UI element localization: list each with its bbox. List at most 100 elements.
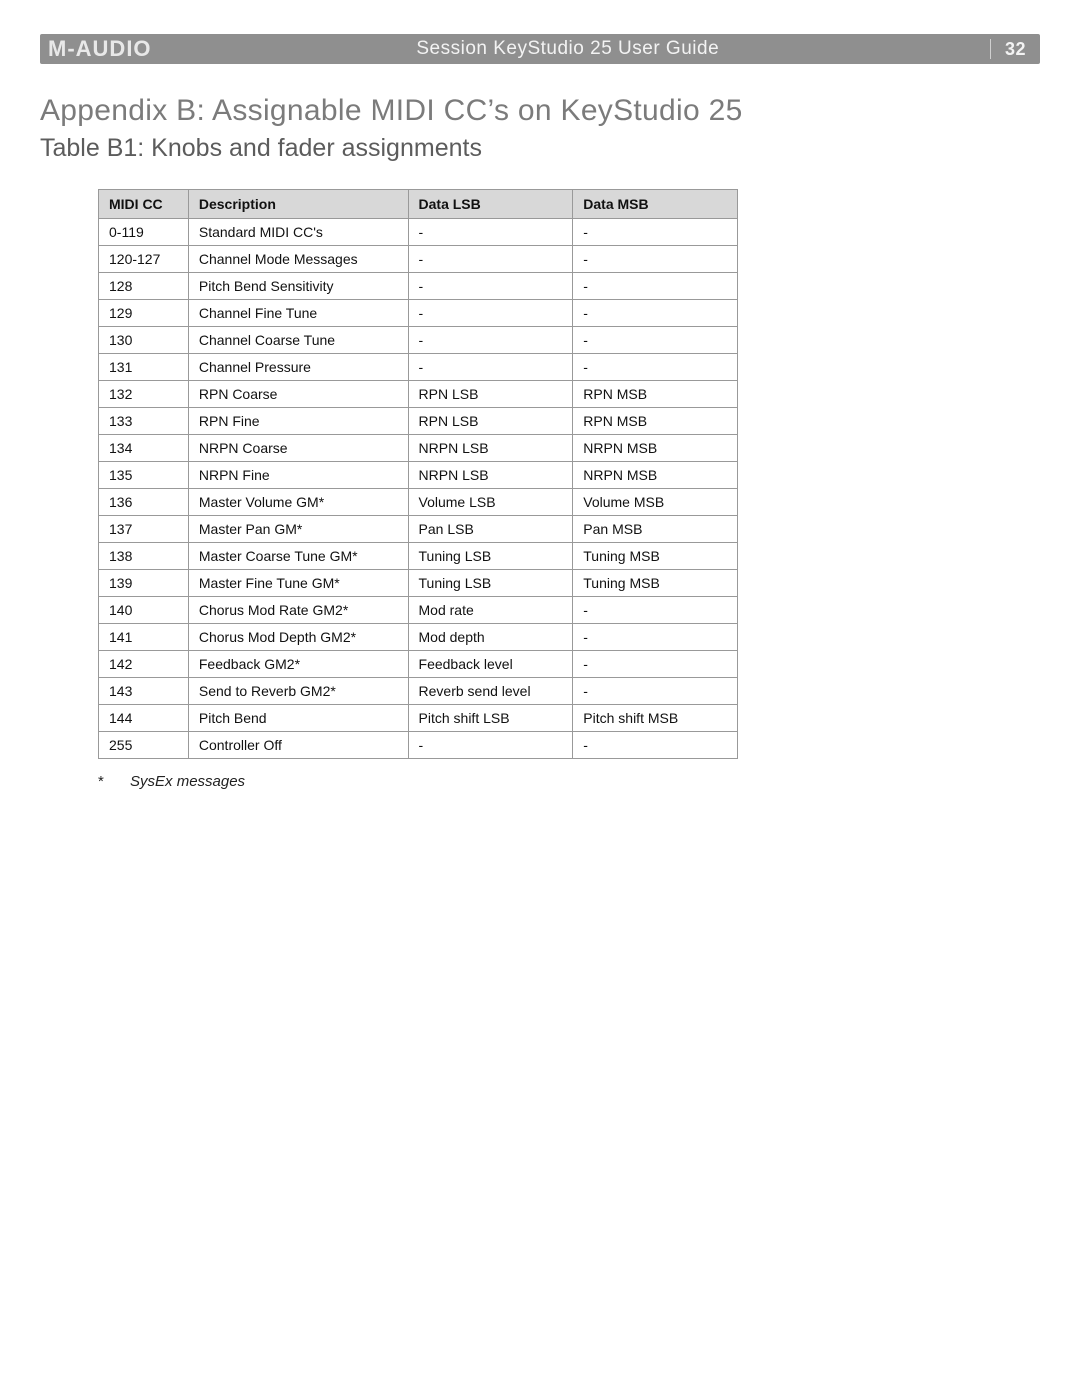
table-row: 132RPN CoarseRPN LSBRPN MSB	[99, 381, 738, 408]
table-cell: 140	[99, 597, 189, 624]
table-cell: -	[573, 597, 738, 624]
table-cell: Volume MSB	[573, 489, 738, 516]
midi-cc-table: MIDI CC Description Data LSB Data MSB 0-…	[98, 189, 738, 759]
midi-table-container: MIDI CC Description Data LSB Data MSB 0-…	[98, 189, 738, 759]
table-row: 144Pitch BendPitch shift LSBPitch shift …	[99, 705, 738, 732]
table-cell: RPN LSB	[408, 408, 573, 435]
table-row: 143Send to Reverb GM2*Reverb send level-	[99, 678, 738, 705]
table-row: 129Channel Fine Tune--	[99, 300, 738, 327]
table-cell: -	[573, 732, 738, 759]
table-cell: Master Fine Tune GM*	[188, 570, 408, 597]
table-cell: 134	[99, 435, 189, 462]
table-cell: Chorus Mod Rate GM2*	[188, 597, 408, 624]
table-cell: Tuning MSB	[573, 543, 738, 570]
table-cell: 128	[99, 273, 189, 300]
table-cell: RPN LSB	[408, 381, 573, 408]
table-cell: 129	[99, 300, 189, 327]
table-cell: -	[408, 273, 573, 300]
table-cell: NRPN LSB	[408, 435, 573, 462]
footnote-marker: *	[98, 773, 126, 790]
table-cell: Channel Coarse Tune	[188, 327, 408, 354]
table-cell: Channel Pressure	[188, 354, 408, 381]
table-cell: NRPN MSB	[573, 462, 738, 489]
table-cell: RPN Coarse	[188, 381, 408, 408]
table-cell: Chorus Mod Depth GM2*	[188, 624, 408, 651]
table-cell: -	[573, 327, 738, 354]
table-cell: Feedback level	[408, 651, 573, 678]
table-cell: -	[408, 327, 573, 354]
table-cell: RPN MSB	[573, 408, 738, 435]
table-cell: Volume LSB	[408, 489, 573, 516]
header-bar: M-AUDIO Session KeyStudio 25 User Guide …	[40, 34, 1040, 64]
table-cell: 130	[99, 327, 189, 354]
table-cell: -	[573, 273, 738, 300]
table-row: 136Master Volume GM*Volume LSBVolume MSB	[99, 489, 738, 516]
table-cell: 142	[99, 651, 189, 678]
table-cell: Tuning LSB	[408, 570, 573, 597]
footnote: * SysEx messages	[98, 773, 1040, 790]
table-row: 130Channel Coarse Tune--	[99, 327, 738, 354]
table-cell: -	[573, 246, 738, 273]
appendix-title: Appendix B: Assignable MIDI CC’s on KeyS…	[40, 94, 1040, 128]
table-row: 137Master Pan GM*Pan LSBPan MSB	[99, 516, 738, 543]
table-cell: -	[408, 732, 573, 759]
table-cell: Standard MIDI CC's	[188, 219, 408, 246]
table-cell: Pitch shift MSB	[573, 705, 738, 732]
table-cell: -	[408, 246, 573, 273]
table-cell: -	[573, 624, 738, 651]
table-row: 139Master Fine Tune GM*Tuning LSBTuning …	[99, 570, 738, 597]
table-row: 128Pitch Bend Sensitivity--	[99, 273, 738, 300]
page: M-AUDIO Session KeyStudio 25 User Guide …	[0, 0, 1080, 1397]
table-cell: Mod rate	[408, 597, 573, 624]
table-cell: Pan MSB	[573, 516, 738, 543]
table-cell: Controller Off	[188, 732, 408, 759]
table-cell: 133	[99, 408, 189, 435]
table-cell: Send to Reverb GM2*	[188, 678, 408, 705]
table-title: Table B1: Knobs and fader assignments	[40, 134, 1040, 163]
table-cell: NRPN Coarse	[188, 435, 408, 462]
footnote-text: SysEx messages	[130, 773, 245, 790]
table-row: 141Chorus Mod Depth GM2*Mod depth-	[99, 624, 738, 651]
table-row: 120-127Channel Mode Messages--	[99, 246, 738, 273]
table-cell: Pitch Bend	[188, 705, 408, 732]
table-cell: RPN MSB	[573, 381, 738, 408]
table-cell: 141	[99, 624, 189, 651]
table-cell: NRPN MSB	[573, 435, 738, 462]
table-cell: 138	[99, 543, 189, 570]
table-cell: Feedback GM2*	[188, 651, 408, 678]
table-row: 140Chorus Mod Rate GM2*Mod rate-	[99, 597, 738, 624]
table-row: 255Controller Off--	[99, 732, 738, 759]
table-cell: 255	[99, 732, 189, 759]
table-row: 135NRPN FineNRPN LSBNRPN MSB	[99, 462, 738, 489]
table-cell: Reverb send level	[408, 678, 573, 705]
table-cell: -	[408, 219, 573, 246]
table-header: MIDI CC Description Data LSB Data MSB	[99, 190, 738, 219]
table-cell: NRPN LSB	[408, 462, 573, 489]
doc-title: Session KeyStudio 25 User Guide	[152, 38, 984, 60]
table-cell: 139	[99, 570, 189, 597]
table-cell: Master Coarse Tune GM*	[188, 543, 408, 570]
table-cell: NRPN Fine	[188, 462, 408, 489]
table-cell: Pitch Bend Sensitivity	[188, 273, 408, 300]
table-cell: Pitch shift LSB	[408, 705, 573, 732]
table-cell: 143	[99, 678, 189, 705]
table-cell: -	[573, 678, 738, 705]
table-row: 142Feedback GM2*Feedback level-	[99, 651, 738, 678]
table-cell: -	[573, 219, 738, 246]
table-cell: Master Volume GM*	[188, 489, 408, 516]
table-cell: -	[408, 300, 573, 327]
table-cell: Tuning MSB	[573, 570, 738, 597]
table-cell: 0-119	[99, 219, 189, 246]
table-row: 133RPN FineRPN LSBRPN MSB	[99, 408, 738, 435]
table-cell: 132	[99, 381, 189, 408]
table-cell: Master Pan GM*	[188, 516, 408, 543]
table-row: 134NRPN CoarseNRPN LSBNRPN MSB	[99, 435, 738, 462]
header-separator	[990, 39, 991, 59]
table-cell: -	[408, 354, 573, 381]
table-cell: Channel Fine Tune	[188, 300, 408, 327]
table-cell: -	[573, 300, 738, 327]
col-data-lsb: Data LSB	[408, 190, 573, 219]
table-cell: RPN Fine	[188, 408, 408, 435]
table-cell: 137	[99, 516, 189, 543]
table-row: 0-119Standard MIDI CC's--	[99, 219, 738, 246]
